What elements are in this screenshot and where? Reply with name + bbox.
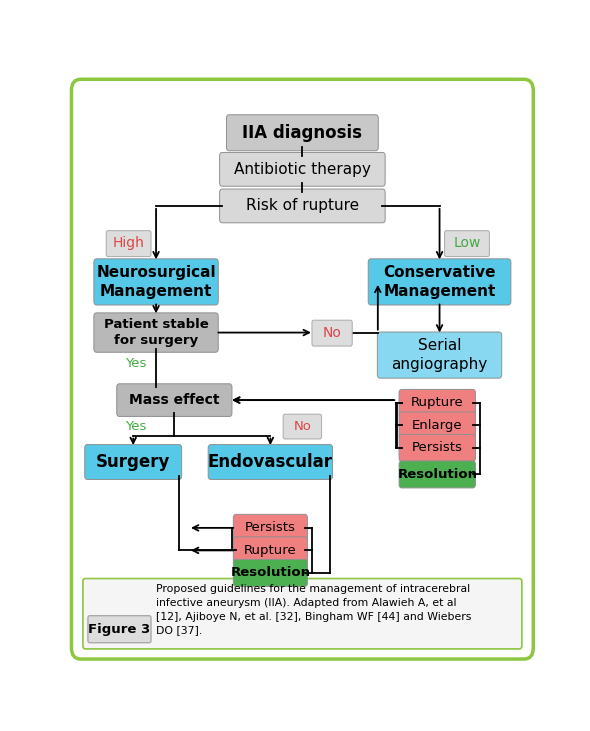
FancyBboxPatch shape [283,414,322,439]
FancyBboxPatch shape [399,461,476,488]
Text: Resolution: Resolution [397,468,477,481]
FancyBboxPatch shape [219,189,385,223]
FancyBboxPatch shape [233,515,307,542]
FancyBboxPatch shape [94,259,218,305]
FancyBboxPatch shape [208,444,333,480]
Text: High: High [113,236,145,250]
Text: Endovascular: Endovascular [208,453,333,471]
FancyBboxPatch shape [219,153,385,186]
Text: Enlarge: Enlarge [412,419,463,432]
FancyBboxPatch shape [94,313,218,352]
FancyBboxPatch shape [71,79,533,659]
Text: Mass effect: Mass effect [129,393,219,407]
Text: No: No [323,325,342,340]
Text: Yes: Yes [125,357,146,370]
FancyBboxPatch shape [85,444,182,480]
Text: Surgery: Surgery [96,453,171,471]
Text: Rupture: Rupture [411,396,464,409]
Text: Antibiotic therapy: Antibiotic therapy [234,162,371,177]
FancyBboxPatch shape [83,578,522,649]
Text: Risk of rupture: Risk of rupture [246,198,359,213]
FancyBboxPatch shape [368,259,511,305]
Text: Persists: Persists [245,521,296,534]
FancyBboxPatch shape [233,559,307,586]
FancyBboxPatch shape [88,616,151,643]
Text: Persists: Persists [412,442,463,455]
FancyBboxPatch shape [399,412,476,439]
Text: Resolution: Resolution [230,567,310,580]
FancyBboxPatch shape [233,537,307,564]
Text: Patient stable
for surgery: Patient stable for surgery [104,318,208,347]
FancyBboxPatch shape [227,115,378,151]
FancyBboxPatch shape [117,384,232,417]
Text: Figure 3: Figure 3 [88,623,150,636]
FancyBboxPatch shape [378,332,502,378]
Text: Neurosurgical
Management: Neurosurgical Management [96,265,216,299]
FancyBboxPatch shape [445,231,489,257]
Text: Rupture: Rupture [244,544,297,557]
Text: Serial
angiography: Serial angiography [391,338,488,372]
Text: No: No [293,420,312,433]
Text: Low: Low [453,236,481,250]
Text: Proposed guidelines for the management of intracerebral
infective aneurysm (IIA): Proposed guidelines for the management o… [156,583,471,635]
FancyBboxPatch shape [106,231,151,257]
Text: Yes: Yes [125,420,146,433]
FancyBboxPatch shape [399,434,476,461]
FancyBboxPatch shape [399,390,476,417]
FancyBboxPatch shape [312,320,352,346]
Text: Conservative
Management: Conservative Management [384,265,496,299]
Text: IIA diagnosis: IIA diagnosis [242,124,362,142]
